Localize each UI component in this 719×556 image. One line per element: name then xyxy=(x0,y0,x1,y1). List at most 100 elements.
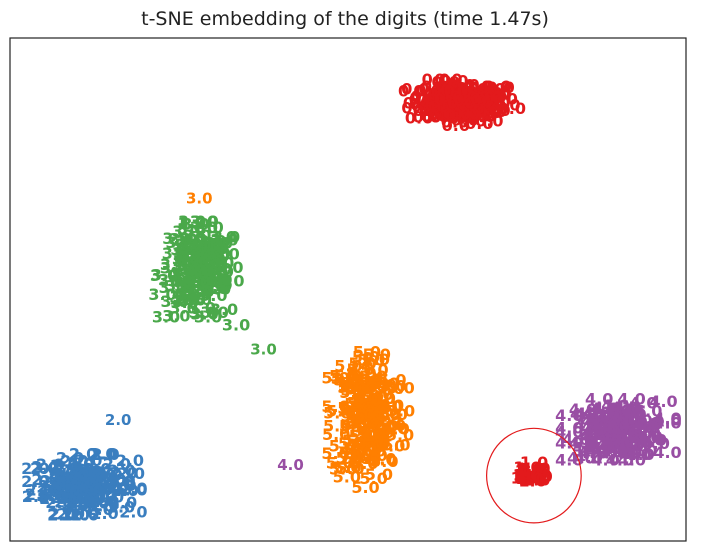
digit-2-label: 2.0 xyxy=(67,484,95,503)
digit-0-label: 0.0 xyxy=(459,103,487,122)
digit-5-label: 5.0 xyxy=(353,392,381,411)
digit-4-label: 4.0 xyxy=(618,405,646,424)
digit-5-label: 5.0 xyxy=(340,381,368,400)
digit-0-label: 0.0 xyxy=(474,83,502,102)
digit-2-label: 2.0 xyxy=(91,495,119,514)
digit-2-label: 2.0 xyxy=(92,478,120,497)
digit-3-label: 3.0 xyxy=(206,262,234,281)
digit-0-label: 0.0 xyxy=(458,105,486,124)
digit-5-label: 5.0 xyxy=(339,419,367,438)
digit-0-label: 0.0 xyxy=(434,86,462,105)
digit-3-label: 3.0 xyxy=(173,272,201,291)
digit-0-label: 0.0 xyxy=(442,116,470,135)
digit-4-label: 4.0 xyxy=(585,435,613,454)
digit-2-label: 2.0 xyxy=(95,478,123,497)
digit-4-label: 4.0 xyxy=(616,430,644,449)
digit-4-label: 4.0 xyxy=(623,445,651,464)
digit-1-label: 1.0 xyxy=(523,466,551,485)
digit-3-label: 3.0 xyxy=(158,271,186,290)
digit-4-label: 4.0 xyxy=(625,435,653,454)
digit-0-label: 0.0 xyxy=(443,104,471,123)
digit-4-label: 4.0 xyxy=(615,405,643,424)
digit-4-label: 4.0 xyxy=(612,428,640,447)
digit-5-label: 5.0 xyxy=(359,377,387,396)
digit-0-label: 0.0 xyxy=(405,109,433,128)
digit-4-label: 4.0 xyxy=(591,450,619,469)
digit-4-label: 4.0 xyxy=(653,409,681,428)
digit-4-label: 4.0 xyxy=(581,412,609,431)
digit-1-label: 1.0 xyxy=(513,466,541,485)
digit-5-label: 5.0 xyxy=(356,405,384,424)
digit-1-label: 1.0 xyxy=(519,461,547,480)
digit-2-label: 2.0 xyxy=(78,488,106,507)
digit-3-label: 3.0 xyxy=(170,264,198,283)
digit-4-label: 4.0 xyxy=(597,417,625,436)
digit-4-label: 4.0 xyxy=(604,401,632,420)
digit-0-label: 0.0 xyxy=(439,78,467,97)
digit-5-label: 5.0 xyxy=(321,444,349,463)
digit-2-label: 2.0 xyxy=(66,477,94,496)
digit-0-label: 0.0 xyxy=(472,101,500,120)
digit-5-label: 5.0 xyxy=(380,405,408,424)
digit-3-label: 3.0 xyxy=(200,264,228,283)
digit-2-label: 2.0 xyxy=(119,479,147,498)
digit-0-label: 0.0 xyxy=(454,103,482,122)
digit-3-label: 3.0 xyxy=(181,265,209,284)
digit-0-label: 0.0 xyxy=(490,90,518,109)
digit-5-label: 5.0 xyxy=(346,432,374,451)
digit-2-label: 2.0 xyxy=(49,481,77,500)
digit-3-label: 3.0 xyxy=(177,250,205,269)
digit-2-label: 2.0 xyxy=(66,488,94,507)
digit-0-label: 0.0 xyxy=(452,104,480,123)
digit-3-label: 3.0 xyxy=(189,303,217,322)
digit-2-label: 2.0 xyxy=(51,482,79,501)
digit-0-label: 0.0 xyxy=(435,100,463,119)
digit-3-label: 3.0 xyxy=(182,273,210,292)
digit-5-label: 5.0 xyxy=(352,389,380,408)
digit-5-label: 5.0 xyxy=(323,417,351,436)
digit-5-label: 5.0 xyxy=(358,432,386,451)
digit-5-label: 5.0 xyxy=(339,401,367,420)
digit-2-label: 2.0 xyxy=(91,445,119,464)
digit-0-label: 0.0 xyxy=(420,95,448,114)
digit-0-label: 0.0 xyxy=(403,94,431,113)
digit-2-label: 2.0 xyxy=(70,463,98,482)
digit-3-label: 3.0 xyxy=(186,275,214,294)
digit-4-label: 4.0 xyxy=(599,427,627,446)
digit-4-label: 4.0 xyxy=(585,439,613,458)
digit-5-label: 5.0 xyxy=(322,425,350,444)
digit-0-label: 0.0 xyxy=(442,90,470,109)
digit-1-label: 1.0 xyxy=(515,461,543,480)
digit-5-label: 5.0 xyxy=(349,426,377,445)
digit-0-label: 0.0 xyxy=(479,102,507,121)
digit-4-label: 4.0 xyxy=(649,392,677,411)
digit-4-label: 4.0 xyxy=(607,439,635,458)
digit-3-label: 3.0 xyxy=(179,274,207,293)
digit-2-label: 2.0 xyxy=(67,475,95,494)
digit-3-label: 3.0 xyxy=(171,293,199,312)
digit-0-label: 0.0 xyxy=(424,96,452,115)
digit-5-label: 5.0 xyxy=(359,424,387,443)
digit-0-label: 0.0 xyxy=(441,113,469,132)
digit-5-label: 5.0 xyxy=(345,378,373,397)
digit-4-label: 4.0 xyxy=(614,444,642,463)
digit-2-label: 2.0 xyxy=(116,451,144,470)
digit-4-label: 4.0 xyxy=(600,420,628,439)
digit-5-label: 5.0 xyxy=(352,396,380,415)
digit-1-label: 1.0 xyxy=(513,458,541,477)
digit-0-label: 0.0 xyxy=(451,111,479,130)
digit-0-label: 0.0 xyxy=(398,82,426,101)
digit-4-label: 4.0 xyxy=(591,425,619,444)
digit-2-label: 2.0 xyxy=(80,475,108,494)
digit-5-label: 5.0 xyxy=(349,407,377,426)
digit-4-label: 4.0 xyxy=(653,414,681,433)
digit-4-label: 4.0 xyxy=(570,405,598,424)
digit-3-label: 3.0 xyxy=(187,262,215,281)
digit-4-label: 4.0 xyxy=(624,411,652,430)
digit-3-label: 3.0 xyxy=(175,252,203,271)
digit-2-label: 2.0 xyxy=(107,471,135,490)
digit-4-label: 4.0 xyxy=(601,440,629,459)
digit-3-label: 3.0 xyxy=(216,272,244,291)
digit-0-label: 0.0 xyxy=(451,89,479,108)
digit-3-label: 3.0 xyxy=(180,238,208,257)
